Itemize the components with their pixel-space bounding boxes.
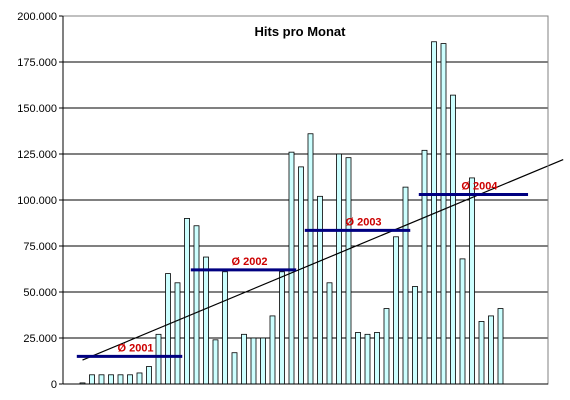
bar — [127, 374, 133, 385]
bar — [488, 315, 494, 385]
bar — [307, 133, 314, 385]
bar — [231, 352, 238, 385]
bar — [117, 374, 124, 385]
bar — [108, 374, 114, 385]
bar — [440, 43, 447, 385]
bar — [146, 366, 152, 385]
trend-line-segment — [82, 158, 564, 361]
y-tick-label: 200.000 — [17, 11, 57, 23]
bar — [450, 94, 456, 385]
bar — [298, 166, 304, 385]
y-tick-label: 50.000 — [23, 287, 57, 299]
bar — [98, 374, 105, 385]
bar — [421, 149, 428, 385]
y-tick-label: 125.000 — [17, 149, 57, 161]
average-lines: Ø 2001 Ø 2002 Ø 2003 Ø 2004 — [76, 180, 529, 358]
chart-title: Hits pro Monat — [255, 24, 347, 39]
bar — [383, 308, 390, 385]
bar — [478, 321, 485, 385]
bar — [203, 256, 209, 385]
bar — [241, 333, 247, 385]
bar — [345, 157, 352, 385]
bar — [184, 217, 190, 385]
bar — [317, 195, 323, 385]
bar — [355, 332, 361, 385]
bar — [279, 271, 285, 385]
y-axis-ticks: 0 25.000 50.000 75.000 100.000 125.000 150.000… — [17, 11, 63, 391]
average-label: Ø 2001 — [117, 342, 153, 354]
bar — [364, 333, 371, 385]
average-label: Ø 2002 — [231, 256, 267, 268]
bar — [212, 339, 219, 385]
grid-lines — [63, 15, 548, 339]
bar — [326, 282, 333, 385]
y-tick-label: 25.000 — [23, 333, 57, 345]
axes — [62, 15, 549, 385]
bar — [165, 273, 171, 385]
y-tick-label: 175.000 — [17, 57, 57, 69]
bar-series — [79, 41, 504, 385]
y-tick-label: 150.000 — [17, 103, 57, 115]
bar — [459, 258, 466, 385]
bar — [260, 337, 266, 385]
trend-line — [82, 158, 564, 361]
y-tick-label: 100.000 — [17, 195, 57, 207]
bar — [136, 372, 143, 385]
bar — [222, 271, 228, 385]
y-tick-label: 75.000 — [23, 241, 57, 253]
bar — [374, 332, 380, 385]
bar — [155, 333, 162, 385]
bar — [412, 286, 418, 385]
bar — [288, 151, 295, 385]
bar — [269, 315, 276, 385]
bar — [336, 153, 342, 385]
bar — [250, 337, 257, 385]
bar — [393, 236, 399, 385]
bar — [402, 186, 409, 385]
average-label: Ø 2003 — [345, 216, 381, 228]
bar — [174, 282, 181, 385]
bar — [193, 225, 200, 385]
average-label: Ø 2004 — [461, 180, 498, 192]
y-tick-label: 0 — [51, 379, 57, 391]
bar — [89, 374, 95, 385]
bar — [497, 308, 504, 385]
bar — [469, 177, 475, 385]
